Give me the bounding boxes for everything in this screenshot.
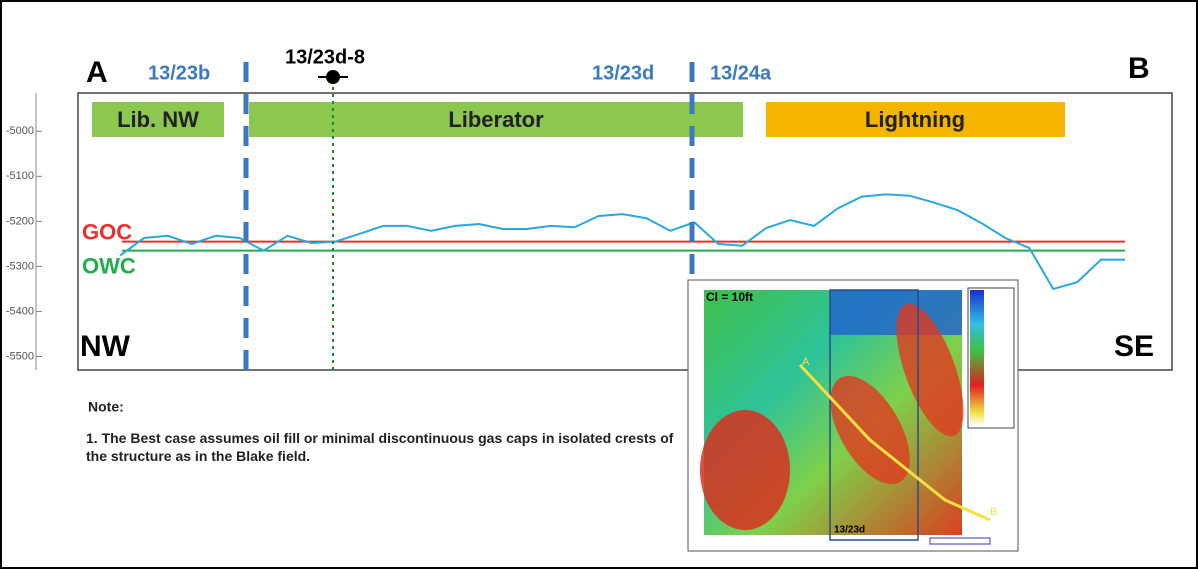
note-title: Note:: [88, 399, 124, 415]
figure: -5000 -5100 -5200 -5300 -5400 -5500 GOC OWC Lib…: [0, 0, 1198, 569]
y-tick-label: -5000: [6, 125, 34, 137]
inset-label: A: [802, 356, 810, 368]
y-tick-label: -5200: [6, 215, 34, 227]
inset-label: 13/23d: [834, 525, 865, 536]
well-symbol: [326, 70, 340, 84]
inset-label: CI = 10ft: [706, 290, 753, 304]
colorbar: [970, 290, 984, 426]
end-label: B: [1128, 52, 1150, 85]
y-tick-label: -5500: [6, 350, 34, 362]
inset-map: CI = 10ft 13/23d A B: [688, 280, 1018, 551]
boundary-label: 13/23d: [592, 62, 654, 84]
y-tick-label: -5300: [6, 260, 34, 272]
y-tick-label: -5400: [6, 305, 34, 317]
field-label: Lib. NW: [117, 107, 199, 132]
note-text: 1. The Best case assumes oil fill or min…: [86, 429, 686, 465]
contact-label: OWC: [82, 253, 136, 278]
scale-bar: [930, 538, 990, 544]
field-label: Liberator: [448, 107, 544, 132]
map-patch: [700, 410, 790, 530]
contact-label: GOC: [82, 219, 132, 244]
direction-label: SE: [1114, 330, 1154, 363]
note-box: 1. The Best case assumes oil fill or min…: [86, 429, 686, 479]
direction-label: NW: [80, 330, 131, 363]
field-label: Lightning: [865, 107, 965, 132]
y-tick-label: -5100: [6, 170, 34, 182]
map-patch: [830, 290, 962, 335]
boundary-label: 13/24a: [710, 62, 772, 84]
well-label: 13/23d-8: [285, 46, 365, 68]
inset-label: B: [990, 506, 997, 518]
end-label: A: [86, 56, 108, 89]
boundary-label: 13/23b: [148, 62, 210, 84]
